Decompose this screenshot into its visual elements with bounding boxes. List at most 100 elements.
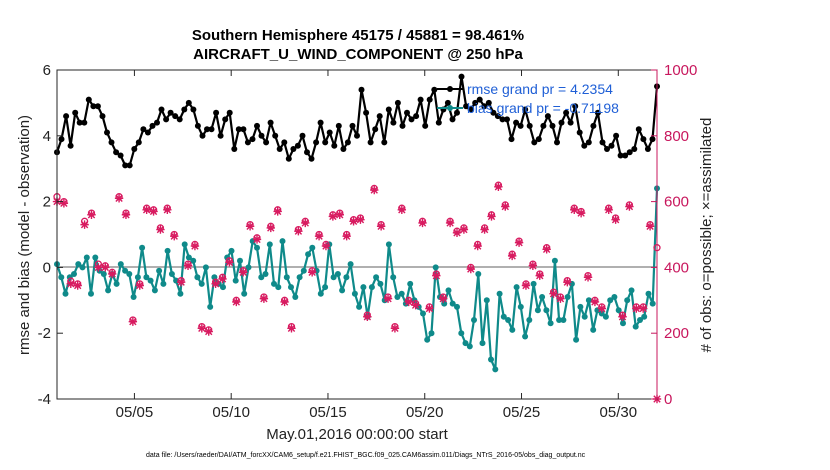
bias-point bbox=[560, 317, 567, 323]
rmse-point bbox=[490, 109, 497, 116]
rmse-point bbox=[613, 132, 620, 139]
bias-point bbox=[462, 340, 469, 347]
y-tick-label-left: 2 bbox=[43, 194, 51, 211]
rmse-point bbox=[567, 119, 574, 126]
rmse-point bbox=[226, 109, 233, 116]
rmse-point bbox=[458, 73, 465, 80]
bias-point bbox=[390, 274, 397, 281]
bias-point bbox=[356, 303, 363, 310]
rmse-point bbox=[67, 142, 74, 149]
rmse-point bbox=[158, 106, 165, 113]
rmse-point bbox=[149, 122, 156, 129]
rmse-point bbox=[394, 99, 401, 106]
rmse-point bbox=[326, 129, 333, 136]
bias-line bbox=[55, 188, 659, 371]
bias-point bbox=[547, 320, 554, 327]
rmse-point bbox=[231, 146, 238, 152]
bias-point bbox=[130, 294, 137, 300]
obs-assimilated-marker bbox=[556, 294, 565, 303]
obs-assimilated-marker bbox=[425, 304, 434, 313]
bias-point bbox=[573, 336, 580, 343]
bias-point bbox=[160, 280, 167, 287]
obs-assimilated-marker bbox=[639, 304, 648, 313]
obs-assimilated-marker bbox=[570, 205, 579, 215]
data-file-footnote: data file: /Users/raeder/DAI/ATM_forcXX/… bbox=[146, 452, 586, 459]
obs-assimilated-marker bbox=[632, 304, 641, 313]
bias-point bbox=[551, 257, 558, 264]
rmse-point bbox=[222, 116, 229, 123]
rmse-point bbox=[444, 99, 451, 106]
bias-point bbox=[151, 287, 158, 294]
bias-point bbox=[590, 326, 597, 333]
rmse-point bbox=[354, 132, 360, 139]
rmse-point bbox=[104, 129, 110, 136]
bias-point bbox=[62, 290, 69, 297]
y-tick-label-right: 400 bbox=[664, 259, 689, 276]
rmse-point bbox=[585, 139, 592, 146]
rmse-point bbox=[372, 126, 379, 133]
obs-assimilated-marker bbox=[245, 222, 255, 231]
rmse-point bbox=[290, 146, 297, 152]
rmse-point bbox=[167, 109, 174, 116]
bias-point bbox=[168, 271, 175, 277]
rmse-point bbox=[463, 103, 470, 110]
rmse-point bbox=[131, 146, 138, 152]
rmse-point bbox=[276, 146, 283, 152]
rmse-point bbox=[204, 126, 210, 133]
rmse-point bbox=[572, 103, 579, 110]
obs-assimilated-marker bbox=[239, 268, 248, 277]
rmse-point bbox=[190, 106, 197, 113]
rmse-point bbox=[554, 139, 560, 146]
rmse-point bbox=[408, 116, 415, 123]
bias-point bbox=[334, 271, 341, 277]
obs-assimilated-marker bbox=[176, 278, 186, 287]
obs-assimilated-marker bbox=[314, 231, 324, 241]
bias-point bbox=[539, 294, 546, 300]
bias-point bbox=[143, 274, 150, 281]
obs-assimilated-marker bbox=[135, 281, 144, 290]
bias-point bbox=[254, 244, 260, 251]
obs-assimilated-marker bbox=[328, 212, 338, 221]
obs-assimilated-marker bbox=[370, 185, 379, 195]
bias-point bbox=[534, 307, 541, 314]
rmse-point bbox=[544, 113, 551, 120]
obs-assimilated-marker bbox=[645, 222, 655, 231]
rmse-point bbox=[299, 132, 306, 139]
rmse-point bbox=[608, 142, 615, 149]
bias-point bbox=[300, 267, 307, 274]
rmse-point bbox=[385, 106, 392, 113]
y-axis-right: 0 200 400 600 800 1000 bbox=[651, 62, 697, 408]
bias-point bbox=[232, 277, 239, 284]
rmse-point bbox=[267, 119, 274, 126]
obs-assimilated-marker bbox=[542, 245, 551, 254]
bias-point bbox=[649, 300, 656, 307]
rmse-point bbox=[263, 139, 270, 146]
bias-point bbox=[100, 271, 107, 277]
bias-point bbox=[122, 267, 129, 274]
bias-point bbox=[424, 336, 431, 343]
bias-point bbox=[373, 274, 380, 281]
bias-point bbox=[147, 277, 154, 284]
bias-point bbox=[117, 261, 124, 268]
rmse-point bbox=[481, 103, 488, 110]
rmse-point bbox=[213, 109, 220, 116]
bias-point bbox=[645, 290, 652, 297]
rmse-point bbox=[426, 96, 433, 103]
bias-point bbox=[75, 261, 82, 268]
bias-point bbox=[283, 274, 290, 281]
bias-point bbox=[488, 356, 494, 363]
bias-point bbox=[368, 284, 375, 291]
x-axis: 05/05 05/10 05/15 05/20 05/25 05/30 bbox=[116, 70, 637, 421]
bias-point bbox=[449, 300, 456, 307]
bias-point bbox=[220, 284, 226, 291]
bias-point bbox=[509, 326, 516, 333]
rmse-point bbox=[363, 109, 370, 116]
bias-point bbox=[471, 317, 477, 323]
obs-assimilated-marker bbox=[480, 225, 489, 234]
bias-point bbox=[428, 330, 435, 337]
x-tick-label: 05/05 bbox=[116, 404, 154, 421]
bias-point bbox=[309, 244, 316, 251]
obs-assimilated-marker bbox=[294, 227, 303, 236]
rmse-point bbox=[272, 132, 279, 139]
rmse-point bbox=[626, 149, 633, 156]
